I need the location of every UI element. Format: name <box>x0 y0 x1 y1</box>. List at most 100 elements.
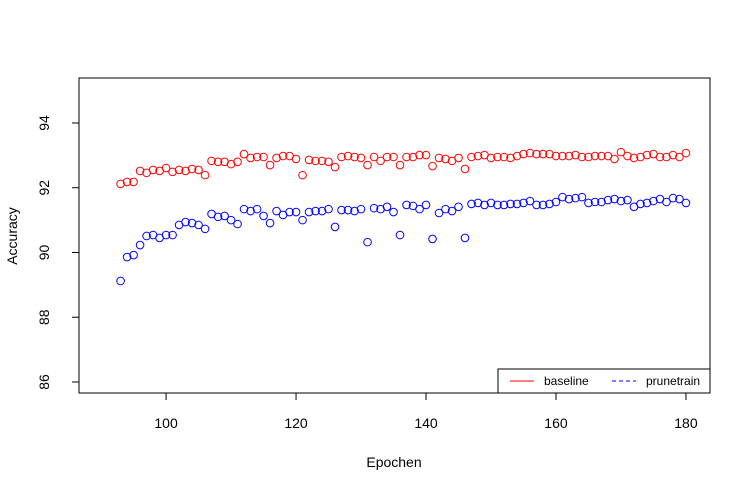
data-point <box>480 200 489 210</box>
data-point <box>545 149 554 159</box>
data-point <box>675 152 684 162</box>
data-point <box>616 147 626 157</box>
y-tick-label: 86 <box>36 374 52 390</box>
data-point <box>571 150 580 160</box>
data-point <box>415 150 424 160</box>
data-point <box>538 149 548 159</box>
data-point <box>668 193 678 203</box>
data-point <box>317 206 327 216</box>
data-point <box>590 151 600 161</box>
data-point <box>558 192 567 202</box>
data-point <box>597 151 606 161</box>
data-point <box>558 151 567 161</box>
data-point <box>122 177 132 187</box>
data-point <box>187 218 197 228</box>
data-point <box>402 152 411 162</box>
data-point <box>610 194 619 204</box>
data-point <box>246 206 255 216</box>
data-point <box>369 203 379 213</box>
y-axis-label: Accuracy <box>4 207 20 265</box>
data-point <box>181 166 190 176</box>
data-point <box>363 237 372 247</box>
data-point <box>532 149 541 159</box>
data-point <box>623 151 632 161</box>
data-point <box>681 198 691 208</box>
data-point <box>187 164 197 174</box>
data-point <box>239 204 249 214</box>
data-point <box>285 207 294 217</box>
data-point <box>129 177 138 187</box>
data-point <box>350 206 359 216</box>
data-point <box>272 206 281 216</box>
data-point <box>304 155 314 165</box>
data-point <box>402 200 411 210</box>
data-point <box>525 148 535 158</box>
data-point <box>590 197 600 207</box>
data-point <box>597 197 606 207</box>
data-point <box>519 149 528 159</box>
data-point <box>395 230 405 240</box>
data-point <box>233 157 242 167</box>
data-point <box>649 196 658 206</box>
x-tick-label: 160 <box>544 415 568 431</box>
data-point <box>330 162 340 172</box>
data-point <box>194 220 203 230</box>
data-point <box>545 199 554 209</box>
data-point <box>447 206 457 216</box>
data-point <box>239 149 249 159</box>
x-tick-label: 140 <box>414 415 438 431</box>
data-point <box>421 150 431 160</box>
data-point <box>356 204 366 214</box>
data-point <box>200 224 210 234</box>
data-point <box>116 179 125 189</box>
data-point <box>551 151 561 161</box>
data-point <box>681 148 691 158</box>
data-point <box>506 199 515 209</box>
data-point <box>311 156 320 166</box>
data-point <box>610 154 619 164</box>
data-point <box>343 151 353 161</box>
data-point <box>259 211 268 221</box>
data-point <box>662 197 671 207</box>
legend-label: prunetrain <box>646 374 700 388</box>
x-axis-label: Epochen <box>366 454 421 470</box>
data-point <box>116 276 125 286</box>
data-point <box>265 218 275 228</box>
data-point <box>213 157 223 167</box>
data-point <box>499 200 509 210</box>
data-point <box>428 234 437 244</box>
data-point <box>298 215 307 225</box>
data-point <box>382 202 392 212</box>
data-point <box>252 152 262 162</box>
data-point <box>584 198 593 208</box>
data-point <box>616 196 626 206</box>
data-point <box>376 156 385 166</box>
data-point <box>493 152 502 162</box>
data-point <box>486 153 496 163</box>
data-point <box>512 199 522 209</box>
data-point <box>304 207 314 217</box>
data-point <box>655 152 665 162</box>
data-point <box>538 200 548 210</box>
data-point <box>532 200 541 210</box>
data-point <box>551 197 561 207</box>
data-point <box>486 198 496 208</box>
data-point <box>311 206 320 216</box>
data-point <box>129 250 138 260</box>
data-point <box>395 160 405 170</box>
data-point <box>135 240 145 250</box>
data-point <box>122 252 132 262</box>
x-tick-label: 120 <box>284 415 308 431</box>
data-point <box>525 196 535 206</box>
data-point <box>642 150 652 160</box>
data-point <box>382 152 392 162</box>
data-point <box>506 153 515 163</box>
data-point <box>408 152 418 162</box>
data-point <box>473 198 483 208</box>
data-point <box>343 205 353 215</box>
data-point <box>584 152 593 162</box>
data-point <box>291 207 301 217</box>
data-point <box>181 217 190 227</box>
data-point <box>324 157 333 167</box>
